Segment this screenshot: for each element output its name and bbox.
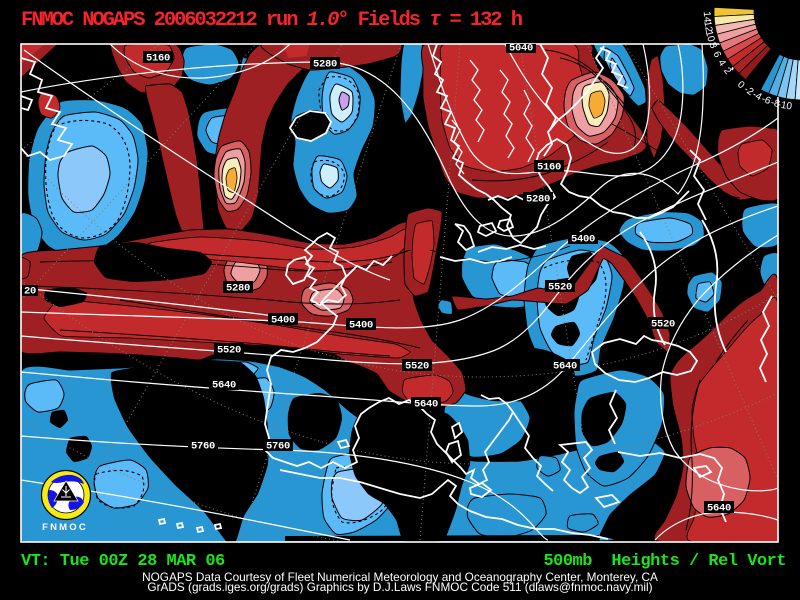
svg-text:10: 10 <box>703 29 717 43</box>
svg-text:5280: 5280 <box>226 283 250 295</box>
svg-text:12: 12 <box>701 20 714 33</box>
svg-text:5520: 5520 <box>651 319 675 331</box>
svg-text:5400: 5400 <box>271 315 295 327</box>
svg-text:5160: 5160 <box>146 53 170 65</box>
svg-text:VT: Tue 00Z 28 MAR 06: VT: Tue 00Z 28 MAR 06 <box>21 552 225 571</box>
svg-text:500mb Heights / Rel Vort: 500mb Heights / Rel Vort <box>543 552 786 571</box>
svg-text:5280: 5280 <box>313 59 337 71</box>
svg-text:5040: 5040 <box>509 43 533 55</box>
svg-text:5640: 5640 <box>553 361 577 373</box>
svg-text:5640: 5640 <box>414 399 438 411</box>
svg-text:5160: 5160 <box>537 162 561 174</box>
svg-text:5520: 5520 <box>217 345 241 357</box>
svg-text:14: 14 <box>701 11 713 23</box>
svg-text:5400: 5400 <box>571 234 595 246</box>
svg-text:20: 20 <box>24 286 36 298</box>
svg-text:FNMOC: FNMOC <box>42 522 88 533</box>
svg-text:8: 8 <box>707 41 719 51</box>
svg-text:5640: 5640 <box>212 380 236 392</box>
svg-text:GrADS (grads.iges.org/grads) G: GrADS (grads.iges.org/grads) Graphics by… <box>147 580 652 594</box>
svg-text:2: 2 <box>721 66 733 78</box>
svg-text:5760: 5760 <box>266 441 290 453</box>
svg-text:5520: 5520 <box>405 361 429 373</box>
svg-text:-10: -10 <box>777 99 794 112</box>
svg-text:-8: -8 <box>769 97 781 110</box>
svg-text:5640: 5640 <box>707 503 731 515</box>
svg-text:4: 4 <box>715 58 728 69</box>
svg-text:5280: 5280 <box>526 194 550 206</box>
svg-text:FNMOC NOGAPS 2006032212 run 1.: FNMOC NOGAPS 2006032212 run 1.0° Fields … <box>21 9 523 32</box>
svg-text:6: 6 <box>710 50 723 60</box>
svg-text:5400: 5400 <box>349 320 373 332</box>
svg-text:5520: 5520 <box>548 282 572 294</box>
svg-text:NOGAPS Data Courtesy of Fleet: NOGAPS Data Courtesy of Fleet Numerical … <box>142 570 658 584</box>
svg-text:5760: 5760 <box>191 441 215 453</box>
svg-text:0: 0 <box>735 79 747 91</box>
